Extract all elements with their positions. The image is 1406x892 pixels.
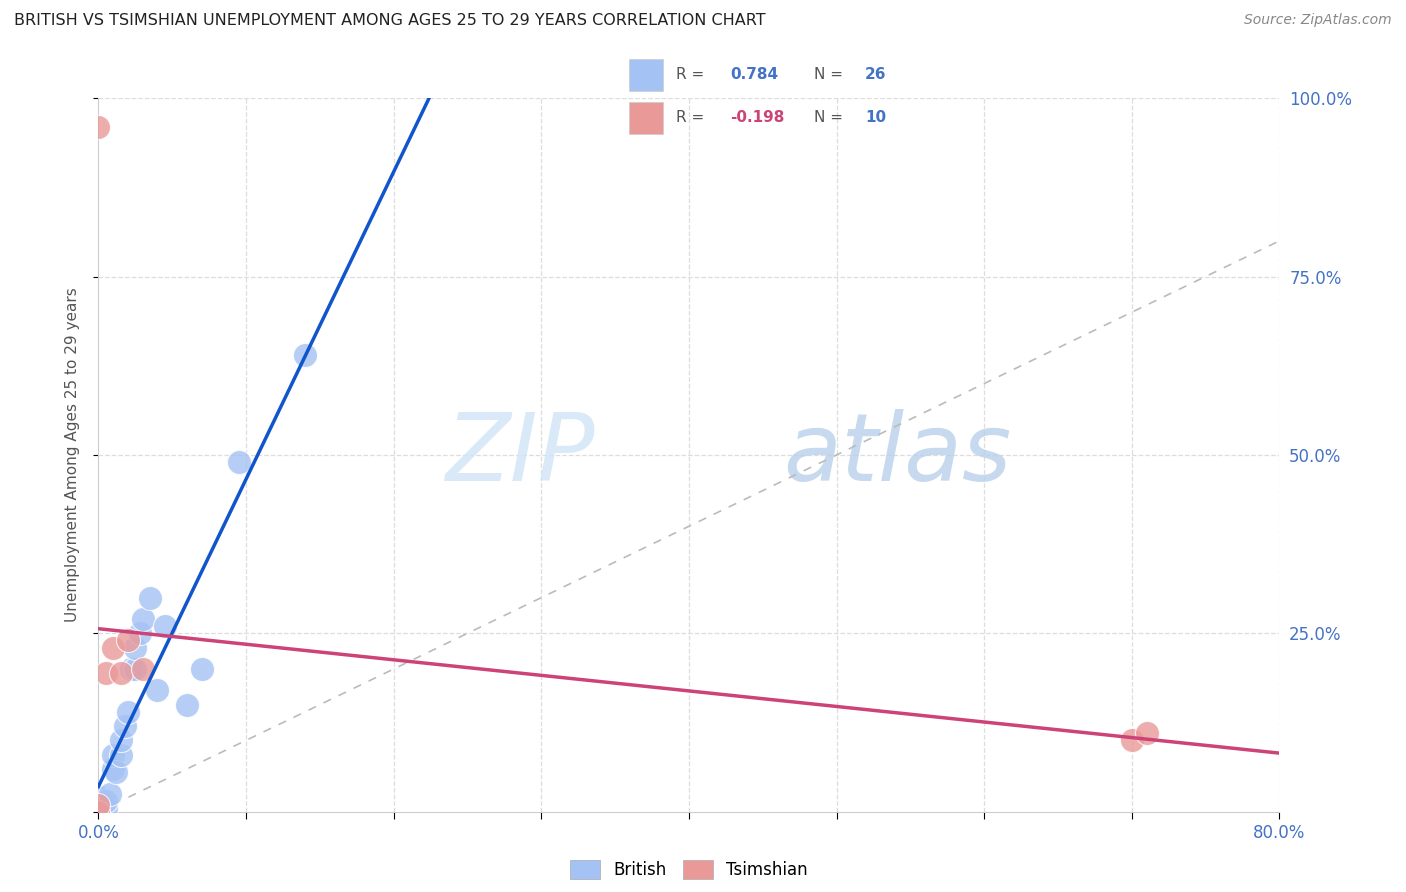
Point bbox=[94, 801, 117, 815]
Point bbox=[94, 794, 117, 808]
Text: Source: ZipAtlas.com: Source: ZipAtlas.com bbox=[1244, 13, 1392, 28]
Point bbox=[114, 719, 136, 733]
Point bbox=[87, 790, 110, 805]
FancyBboxPatch shape bbox=[628, 102, 662, 134]
Point bbox=[1135, 726, 1157, 740]
Text: 26: 26 bbox=[865, 68, 886, 82]
Point bbox=[132, 612, 155, 626]
Point bbox=[110, 665, 132, 680]
Point bbox=[139, 591, 162, 605]
Point bbox=[87, 801, 110, 815]
Point bbox=[87, 120, 110, 134]
Point bbox=[87, 797, 110, 812]
Point bbox=[87, 805, 110, 819]
Point bbox=[105, 765, 128, 780]
Point bbox=[87, 805, 110, 819]
Text: atlas: atlas bbox=[783, 409, 1012, 500]
Point bbox=[94, 665, 117, 680]
Text: N =: N = bbox=[814, 68, 848, 82]
Point bbox=[124, 640, 146, 655]
Text: N =: N = bbox=[814, 111, 848, 125]
Point bbox=[103, 762, 125, 776]
FancyBboxPatch shape bbox=[628, 59, 662, 91]
Point bbox=[98, 787, 121, 801]
Point bbox=[120, 662, 142, 676]
Text: ZIP: ZIP bbox=[444, 409, 595, 500]
Point bbox=[176, 698, 198, 712]
Point bbox=[146, 683, 169, 698]
Text: 10: 10 bbox=[865, 111, 886, 125]
Point bbox=[1121, 733, 1143, 747]
Point bbox=[103, 747, 125, 762]
Y-axis label: Unemployment Among Ages 25 to 29 years: Unemployment Among Ages 25 to 29 years bbox=[65, 287, 80, 623]
Text: 0.784: 0.784 bbox=[730, 68, 778, 82]
Point bbox=[110, 733, 132, 747]
Point bbox=[117, 633, 139, 648]
Point bbox=[191, 662, 214, 676]
Legend: British, Tsimshian: British, Tsimshian bbox=[564, 853, 814, 886]
Point bbox=[87, 797, 110, 812]
Point bbox=[128, 626, 150, 640]
Point bbox=[110, 747, 132, 762]
Point bbox=[153, 619, 176, 633]
Text: BRITISH VS TSIMSHIAN UNEMPLOYMENT AMONG AGES 25 TO 29 YEARS CORRELATION CHART: BRITISH VS TSIMSHIAN UNEMPLOYMENT AMONG … bbox=[14, 13, 766, 29]
Point bbox=[228, 455, 250, 469]
Point bbox=[132, 662, 155, 676]
Point bbox=[294, 348, 316, 362]
Text: -0.198: -0.198 bbox=[730, 111, 785, 125]
Point bbox=[124, 662, 146, 676]
Point bbox=[103, 640, 125, 655]
Text: R =: R = bbox=[676, 111, 709, 125]
Text: R =: R = bbox=[676, 68, 709, 82]
Point bbox=[117, 705, 139, 719]
